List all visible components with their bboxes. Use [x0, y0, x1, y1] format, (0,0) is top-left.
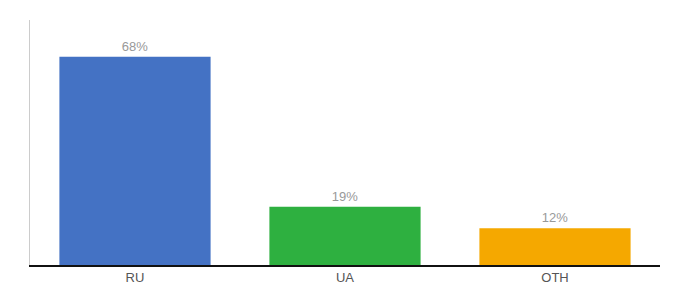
svg-text:68%: 68%	[122, 39, 148, 54]
svg-text:19%: 19%	[332, 189, 358, 204]
svg-text:OTH: OTH	[541, 270, 568, 285]
svg-text:12%: 12%	[542, 210, 568, 225]
svg-text:RU: RU	[126, 270, 145, 285]
svg-text:UA: UA	[336, 270, 354, 285]
